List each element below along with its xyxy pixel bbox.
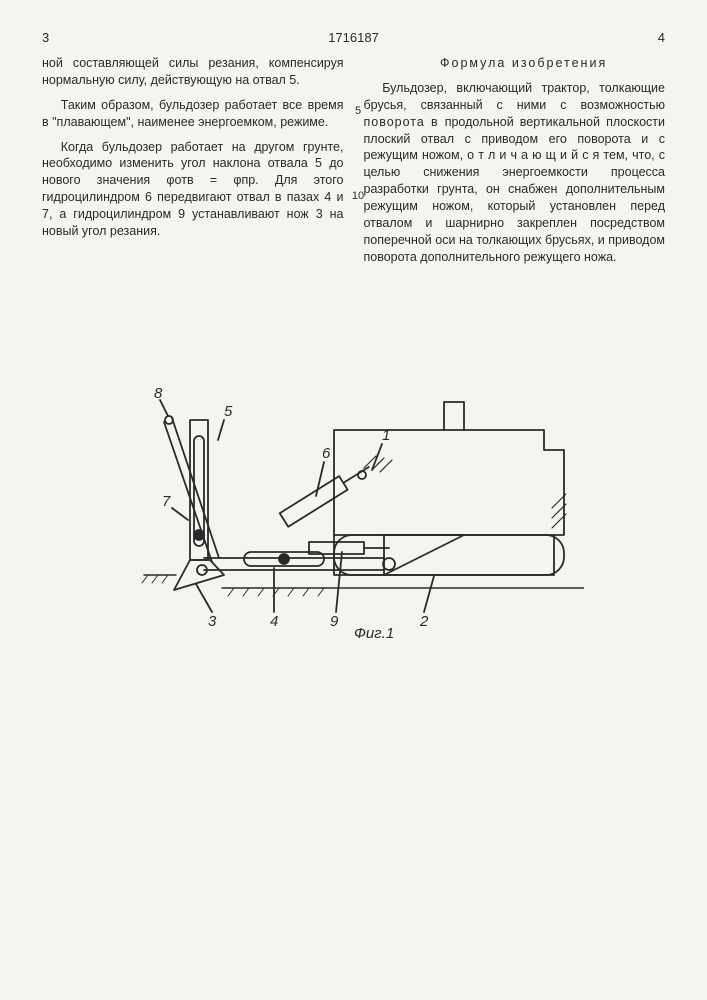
page-num-left: 3 xyxy=(42,30,49,45)
page-num-right: 4 xyxy=(658,30,665,45)
fig-label-4: 4 xyxy=(270,613,278,630)
fig-label-7: 7 xyxy=(162,493,171,510)
figure-caption: Фиг.1 xyxy=(354,625,394,640)
right-p1: Бульдозер, включающий трактор, толкающие… xyxy=(364,80,666,266)
left-p1: ной составляющей силы резания, компенсир… xyxy=(42,55,344,89)
line-number-10: 10 xyxy=(348,190,368,202)
fig-label-6: 6 xyxy=(322,445,331,462)
left-p3: Когда бульдозер работает на другом грунт… xyxy=(42,139,344,240)
left-p2: Таким образом, бульдозер работает все вр… xyxy=(42,97,344,131)
fig-label-9: 9 xyxy=(330,613,339,630)
line-number-5: 5 xyxy=(348,105,368,117)
fig-label-1: 1 xyxy=(382,427,390,444)
figure-1: 8 5 7 6 1 3 4 9 2 Фиг.1 xyxy=(124,380,584,640)
formula-heading: Формула изобретения xyxy=(364,55,666,72)
fig-label-5: 5 xyxy=(224,403,233,420)
fig-label-2: 2 xyxy=(419,613,429,630)
patent-number: 1716187 xyxy=(328,30,379,45)
rp1a: Бульдозер, включающий трактор, толкающие… xyxy=(364,81,666,112)
rp1b: поворота xyxy=(364,115,425,129)
fig-label-3: 3 xyxy=(208,613,217,630)
rp1c: в xyxy=(431,115,439,129)
fig-label-8: 8 xyxy=(154,385,163,402)
left-column: ной составляющей силы резания, компенсир… xyxy=(42,55,344,274)
rp1d: продольной вертикальной плоскости плоски… xyxy=(364,115,666,264)
right-column: Формула изобретения Бульдозер, включающи… xyxy=(364,55,666,274)
